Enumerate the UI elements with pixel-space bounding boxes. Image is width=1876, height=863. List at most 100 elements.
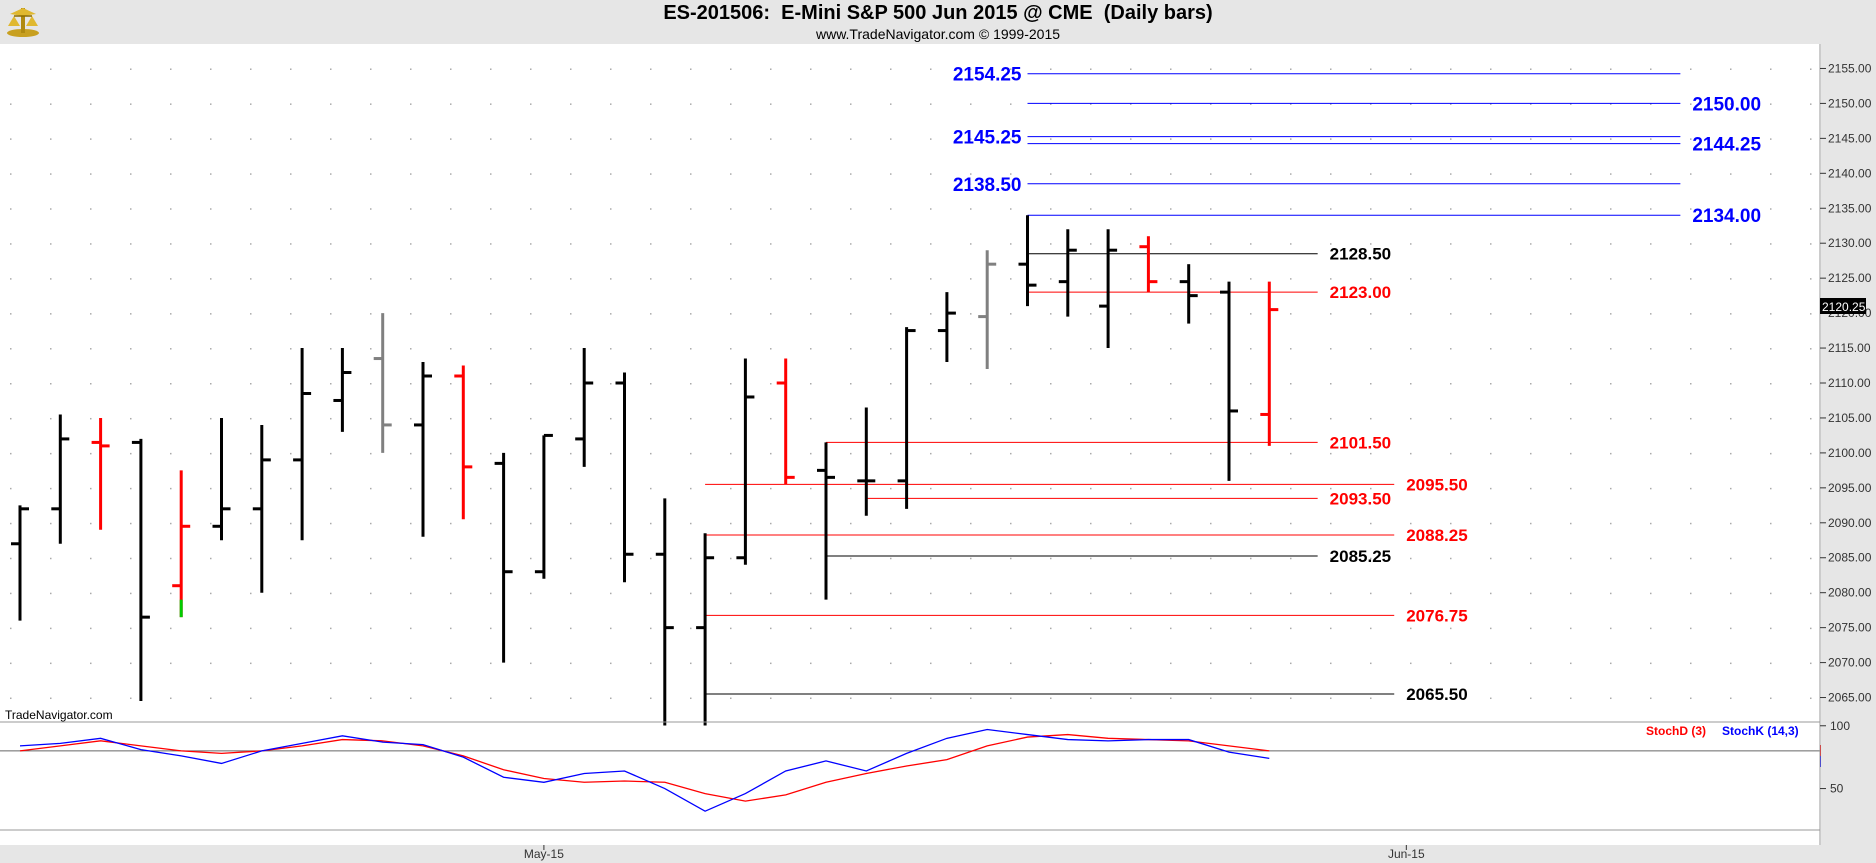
grid-dot [1450, 243, 1452, 245]
grid-dot [1330, 348, 1332, 350]
grid-dot [50, 173, 52, 175]
grid-dot [130, 557, 132, 560]
grid-dot [1410, 417, 1412, 420]
grid-dot [1810, 592, 1812, 595]
grid-dot [290, 173, 292, 175]
grid-dot [1490, 627, 1492, 630]
grid-dot [130, 697, 132, 700]
date-axis: May-15 Jun-15 [524, 845, 1425, 861]
grid-dot [690, 138, 692, 140]
grid-dot [770, 522, 772, 525]
grid-dot [1570, 452, 1572, 455]
grid-dot [1170, 208, 1172, 210]
grid-dot [530, 138, 532, 140]
grid-dot [1690, 452, 1692, 455]
grid-dot [170, 662, 172, 665]
grid-dot [650, 173, 652, 175]
grid-dot [1050, 173, 1052, 175]
grid-dot [810, 103, 812, 105]
grid-dot [530, 103, 532, 105]
grid-dot [1170, 487, 1172, 490]
grid-dot [650, 278, 652, 280]
grid-dot [170, 68, 172, 70]
grid-dot [1610, 383, 1612, 385]
grid-dot [450, 138, 452, 140]
grid-dot [170, 278, 172, 280]
stoch-series-line [19, 728, 1270, 812]
y-tick-label: 2100.00 [1828, 446, 1872, 460]
grid-dot [330, 662, 332, 665]
grid-dot [1370, 417, 1372, 420]
grid-dot [1530, 173, 1532, 175]
grid-dot [730, 417, 732, 420]
grid-dot [810, 452, 812, 455]
grid-dot [1730, 557, 1732, 560]
grid-dot [930, 697, 932, 700]
grid-dot [850, 243, 852, 245]
y-tick-label: 2125.00 [1828, 271, 1872, 285]
grid-dot [1290, 697, 1292, 700]
grid-dot [490, 452, 492, 455]
grid-dot [890, 452, 892, 455]
grid-dot [1210, 592, 1212, 595]
grid-dot [1450, 697, 1452, 700]
grid-dot [210, 103, 212, 105]
grid-dot [570, 627, 572, 630]
grid-dot [1290, 452, 1292, 455]
grid-dot [1010, 522, 1012, 525]
grid-dot [450, 313, 452, 315]
grid-dot [330, 627, 332, 630]
grid-dot [1250, 697, 1252, 700]
grid-dot [1210, 348, 1212, 350]
grid-dot [1010, 557, 1012, 560]
grid-dot [1330, 487, 1332, 490]
level-label: 2088.25 [1406, 526, 1467, 545]
grid-dot [850, 487, 852, 490]
grid-dot [1090, 417, 1092, 420]
grid-dot [1410, 383, 1412, 385]
grid-dot [890, 138, 892, 140]
grid-dot [890, 557, 892, 560]
grid-dot [370, 208, 372, 210]
grid-dot [1010, 138, 1012, 140]
grid-dot [1610, 68, 1612, 70]
grid-dot [1090, 697, 1092, 700]
y-tick-label: 2090.00 [1828, 516, 1872, 530]
grid-dot [610, 662, 612, 665]
grid-dot [1570, 313, 1572, 315]
y-tick-label: 2140.00 [1828, 166, 1872, 180]
grid-dot [1290, 313, 1292, 315]
grid-dot [1490, 68, 1492, 70]
grid-dot [370, 313, 372, 315]
grid-dot [10, 697, 12, 700]
grid-dot [890, 103, 892, 105]
level-label: 2145.25 [953, 128, 1022, 149]
grid-dot [1370, 452, 1372, 455]
grid-dot [50, 383, 52, 385]
grid-dot [410, 68, 412, 70]
grid-dot [1210, 487, 1212, 490]
grid-dot [570, 452, 572, 455]
grid-dot [370, 138, 372, 140]
grid-dot [1370, 173, 1372, 175]
grid-dot [1490, 487, 1492, 490]
level-label: 2076.75 [1406, 606, 1467, 625]
price-levels: 2154.25 2150.00 2145.25 2144.25 2138.50 2134.… [705, 65, 1761, 704]
grid-dot [810, 173, 812, 175]
grid-dot [1410, 173, 1412, 175]
grid-dot [1530, 452, 1532, 455]
grid-dot [1130, 208, 1132, 210]
grid-dot [1170, 592, 1172, 595]
grid-dot [1210, 278, 1212, 280]
grid-dot [10, 138, 12, 140]
grid-dot [1610, 313, 1612, 315]
grid-dot [1810, 173, 1812, 175]
grid-dot [370, 592, 372, 595]
grid-dot [1770, 348, 1772, 350]
grid-dot [570, 103, 572, 105]
grid-dot [730, 383, 732, 385]
grid-dot [1210, 138, 1212, 140]
grid-dot [1610, 103, 1612, 105]
level-label: 2065.50 [1406, 685, 1467, 704]
